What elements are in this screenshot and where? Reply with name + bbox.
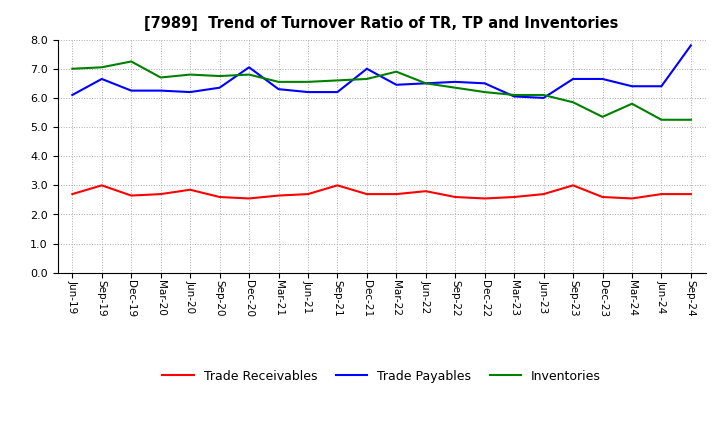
Inventories — [186, 72, 194, 77]
Inventories — [628, 101, 636, 106]
Trade Receivables — [186, 187, 194, 192]
Trade Receivables — [451, 194, 459, 200]
Trade Receivables — [274, 193, 283, 198]
Inventories — [215, 73, 224, 79]
Trade Payables — [421, 81, 430, 86]
Inventories — [245, 72, 253, 77]
Inventories — [127, 59, 135, 64]
Inventories — [657, 117, 666, 122]
Inventories — [569, 99, 577, 105]
Inventories — [539, 92, 548, 98]
Inventories — [392, 69, 400, 74]
Inventories — [510, 92, 518, 98]
Trade Receivables — [97, 183, 106, 188]
Trade Receivables — [156, 191, 165, 197]
Inventories — [156, 75, 165, 80]
Trade Receivables — [628, 196, 636, 201]
Trade Payables — [687, 43, 696, 48]
Inventories — [333, 78, 342, 83]
Trade Payables — [274, 87, 283, 92]
Legend: Trade Receivables, Trade Payables, Inventories: Trade Receivables, Trade Payables, Inven… — [157, 365, 606, 388]
Trade Receivables — [569, 183, 577, 188]
Line: Trade Payables: Trade Payables — [72, 45, 691, 98]
Inventories — [68, 66, 76, 71]
Title: [7989]  Trend of Turnover Ratio of TR, TP and Inventories: [7989] Trend of Turnover Ratio of TR, TP… — [145, 16, 618, 32]
Trade Payables — [245, 65, 253, 70]
Trade Receivables — [245, 196, 253, 201]
Trade Payables — [215, 85, 224, 90]
Trade Receivables — [304, 191, 312, 197]
Trade Receivables — [539, 191, 548, 197]
Trade Payables — [68, 92, 76, 98]
Trade Payables — [598, 76, 607, 81]
Trade Payables — [392, 82, 400, 88]
Trade Receivables — [127, 193, 135, 198]
Inventories — [274, 79, 283, 84]
Trade Receivables — [215, 194, 224, 200]
Line: Trade Receivables: Trade Receivables — [72, 185, 691, 198]
Trade Receivables — [510, 194, 518, 200]
Inventories — [480, 89, 489, 95]
Trade Payables — [539, 95, 548, 100]
Trade Receivables — [480, 196, 489, 201]
Inventories — [304, 79, 312, 84]
Trade Receivables — [657, 191, 666, 197]
Inventories — [363, 76, 372, 81]
Inventories — [687, 117, 696, 122]
Trade Payables — [657, 84, 666, 89]
Trade Payables — [451, 79, 459, 84]
Trade Receivables — [687, 191, 696, 197]
Trade Payables — [628, 84, 636, 89]
Trade Receivables — [598, 194, 607, 200]
Trade Payables — [304, 89, 312, 95]
Trade Receivables — [363, 191, 372, 197]
Trade Payables — [127, 88, 135, 93]
Trade Payables — [333, 89, 342, 95]
Trade Receivables — [421, 188, 430, 194]
Trade Payables — [156, 88, 165, 93]
Trade Payables — [510, 94, 518, 99]
Trade Receivables — [392, 191, 400, 197]
Trade Receivables — [333, 183, 342, 188]
Line: Inventories: Inventories — [72, 62, 691, 120]
Inventories — [421, 81, 430, 86]
Trade Payables — [363, 66, 372, 71]
Trade Receivables — [68, 191, 76, 197]
Inventories — [97, 65, 106, 70]
Trade Payables — [569, 76, 577, 81]
Inventories — [451, 85, 459, 90]
Trade Payables — [97, 76, 106, 81]
Inventories — [598, 114, 607, 120]
Trade Payables — [480, 81, 489, 86]
Trade Payables — [186, 89, 194, 95]
